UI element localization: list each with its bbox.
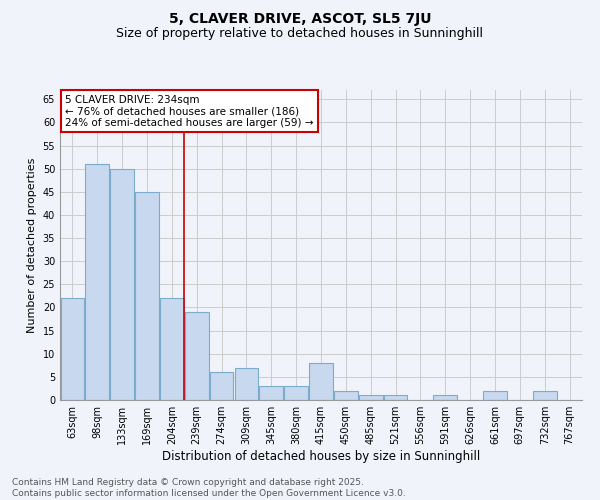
Bar <box>309 363 333 400</box>
Bar <box>210 372 233 400</box>
Text: Contains HM Land Registry data © Crown copyright and database right 2025.
Contai: Contains HM Land Registry data © Crown c… <box>12 478 406 498</box>
Bar <box>235 368 258 400</box>
Bar <box>160 298 184 400</box>
Bar <box>483 390 507 400</box>
Y-axis label: Number of detached properties: Number of detached properties <box>27 158 37 332</box>
Bar <box>135 192 159 400</box>
Bar <box>85 164 109 400</box>
Bar <box>110 168 134 400</box>
Bar <box>533 390 557 400</box>
Bar <box>359 396 383 400</box>
Bar <box>384 396 407 400</box>
Bar <box>284 386 308 400</box>
Text: 5, CLAVER DRIVE, ASCOT, SL5 7JU: 5, CLAVER DRIVE, ASCOT, SL5 7JU <box>169 12 431 26</box>
Bar <box>185 312 209 400</box>
Text: 5 CLAVER DRIVE: 234sqm
← 76% of detached houses are smaller (186)
24% of semi-de: 5 CLAVER DRIVE: 234sqm ← 76% of detached… <box>65 94 314 128</box>
Bar <box>61 298 84 400</box>
Bar <box>433 396 457 400</box>
Bar <box>334 390 358 400</box>
Bar <box>259 386 283 400</box>
X-axis label: Distribution of detached houses by size in Sunninghill: Distribution of detached houses by size … <box>162 450 480 463</box>
Text: Size of property relative to detached houses in Sunninghill: Size of property relative to detached ho… <box>116 28 484 40</box>
